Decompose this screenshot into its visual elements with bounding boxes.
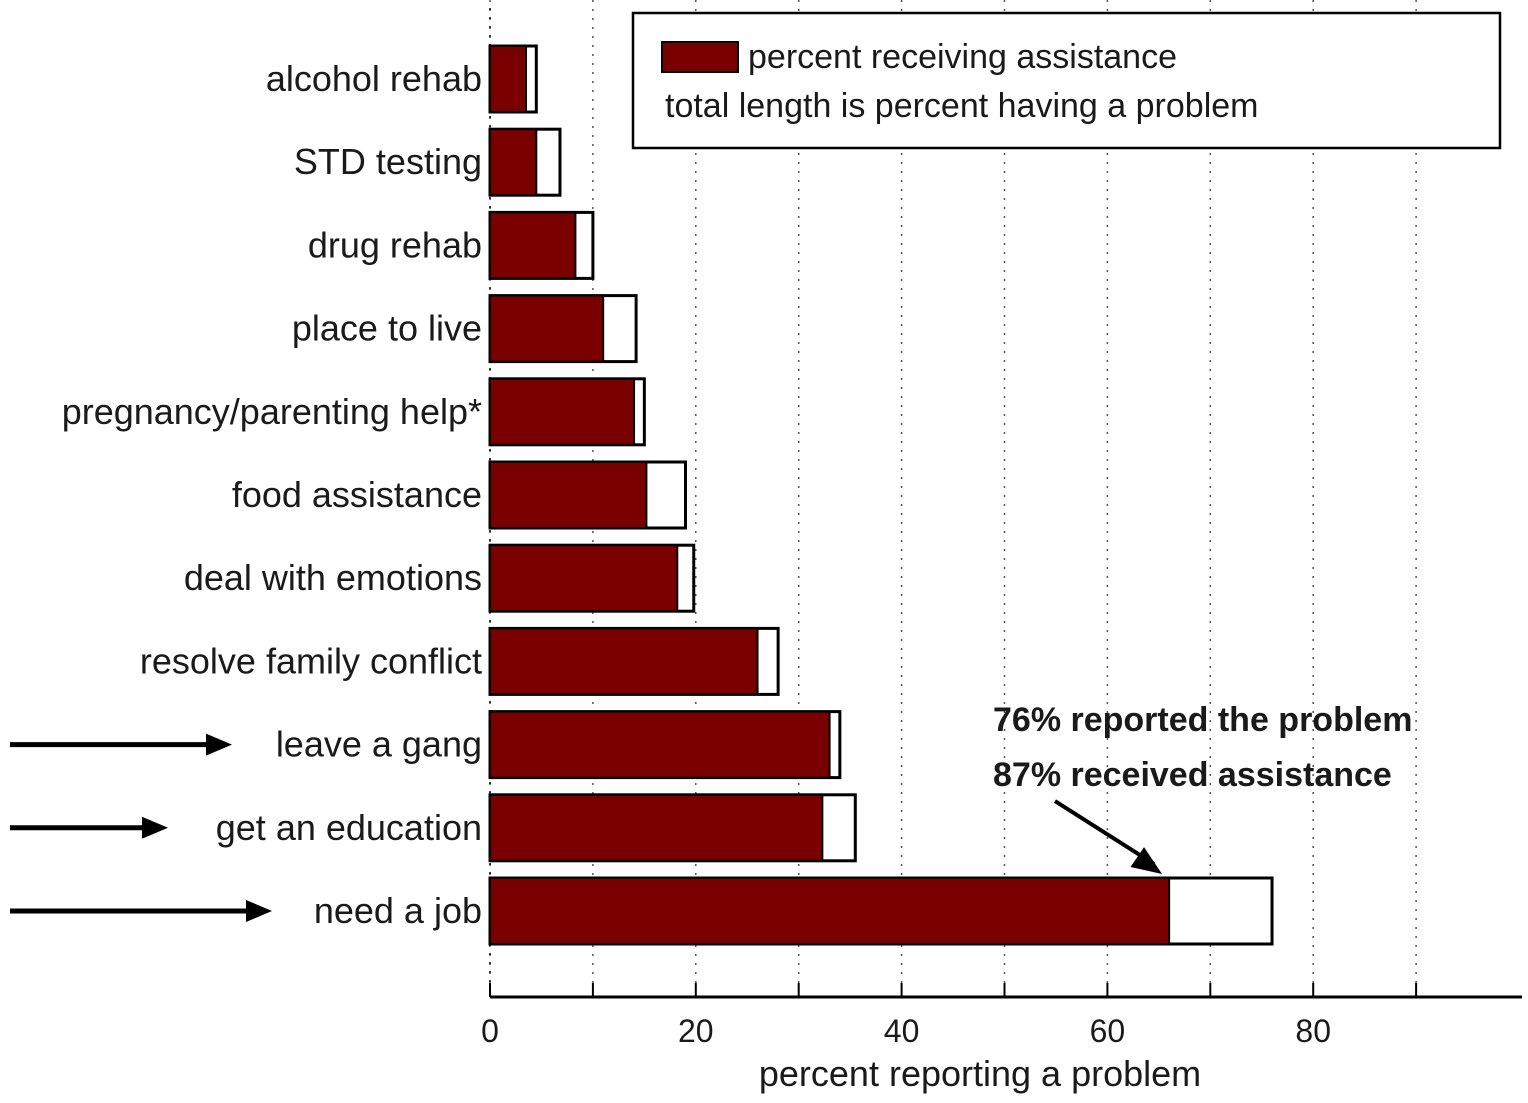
- x-axis: 0 20 40 60 80 percent reporting a problem: [481, 8, 1522, 1094]
- annotation: 76% reported the problem 87% received ass…: [993, 701, 1412, 874]
- bar-assistance: [489, 461, 648, 529]
- x-tick-label: 40: [884, 1013, 920, 1049]
- bar-assistance: [489, 294, 605, 363]
- x-tick-label: 0: [481, 1013, 499, 1049]
- bar-assistance: [489, 877, 1171, 945]
- legend: percent receiving assistance total length…: [631, 11, 1502, 150]
- bars: [488, 44, 1274, 946]
- category-label: pregnancy/parenting help*: [62, 391, 482, 432]
- category-label: drug rehab: [308, 224, 482, 265]
- legend-entry-total: total length is percent having a problem: [665, 87, 1258, 125]
- bar-assistance: [489, 211, 577, 280]
- category-label: get an education: [216, 807, 482, 848]
- annotation-line: 87% received assistance: [993, 756, 1392, 794]
- highlight-arrow-head: [206, 733, 232, 756]
- category-label: alcohol rehab: [266, 58, 482, 99]
- x-tick-label: 60: [1090, 1013, 1126, 1049]
- legend-swatch: [661, 41, 739, 73]
- bar-assistance: [489, 627, 759, 696]
- category-label: leave a gang: [276, 724, 482, 765]
- legend-entry-assistance: percent receiving assistance: [748, 38, 1177, 76]
- bar-assistance: [489, 377, 636, 446]
- category-label: food assistance: [232, 474, 482, 515]
- x-tick-label: 20: [678, 1013, 714, 1049]
- x-tick-label: 80: [1295, 1013, 1331, 1049]
- category-label: STD testing: [294, 141, 482, 182]
- highlight-arrow-head: [246, 900, 272, 922]
- highlight-arrow-head: [142, 816, 168, 839]
- bar-assistance: [489, 710, 831, 779]
- annotation-line: 76% reported the problem: [993, 701, 1412, 739]
- x-axis-title: percent reporting a problem: [759, 1053, 1201, 1094]
- category-labels: alcohol rehab STD testing drug rehab place …: [10, 58, 482, 931]
- category-label: need a job: [314, 890, 482, 931]
- bar-assistance: [489, 128, 538, 197]
- bar-assistance: [489, 544, 679, 613]
- annotation-arrow-shaft: [1053, 799, 1156, 866]
- category-label: deal with emotions: [184, 557, 482, 598]
- bar-assistance: [489, 45, 528, 113]
- category-label: place to live: [292, 308, 482, 349]
- annotation-arrow-head: [1130, 847, 1163, 874]
- legend-box: [631, 11, 1502, 150]
- category-label: resolve family conflict: [140, 640, 482, 681]
- bar-assistance: [489, 793, 824, 862]
